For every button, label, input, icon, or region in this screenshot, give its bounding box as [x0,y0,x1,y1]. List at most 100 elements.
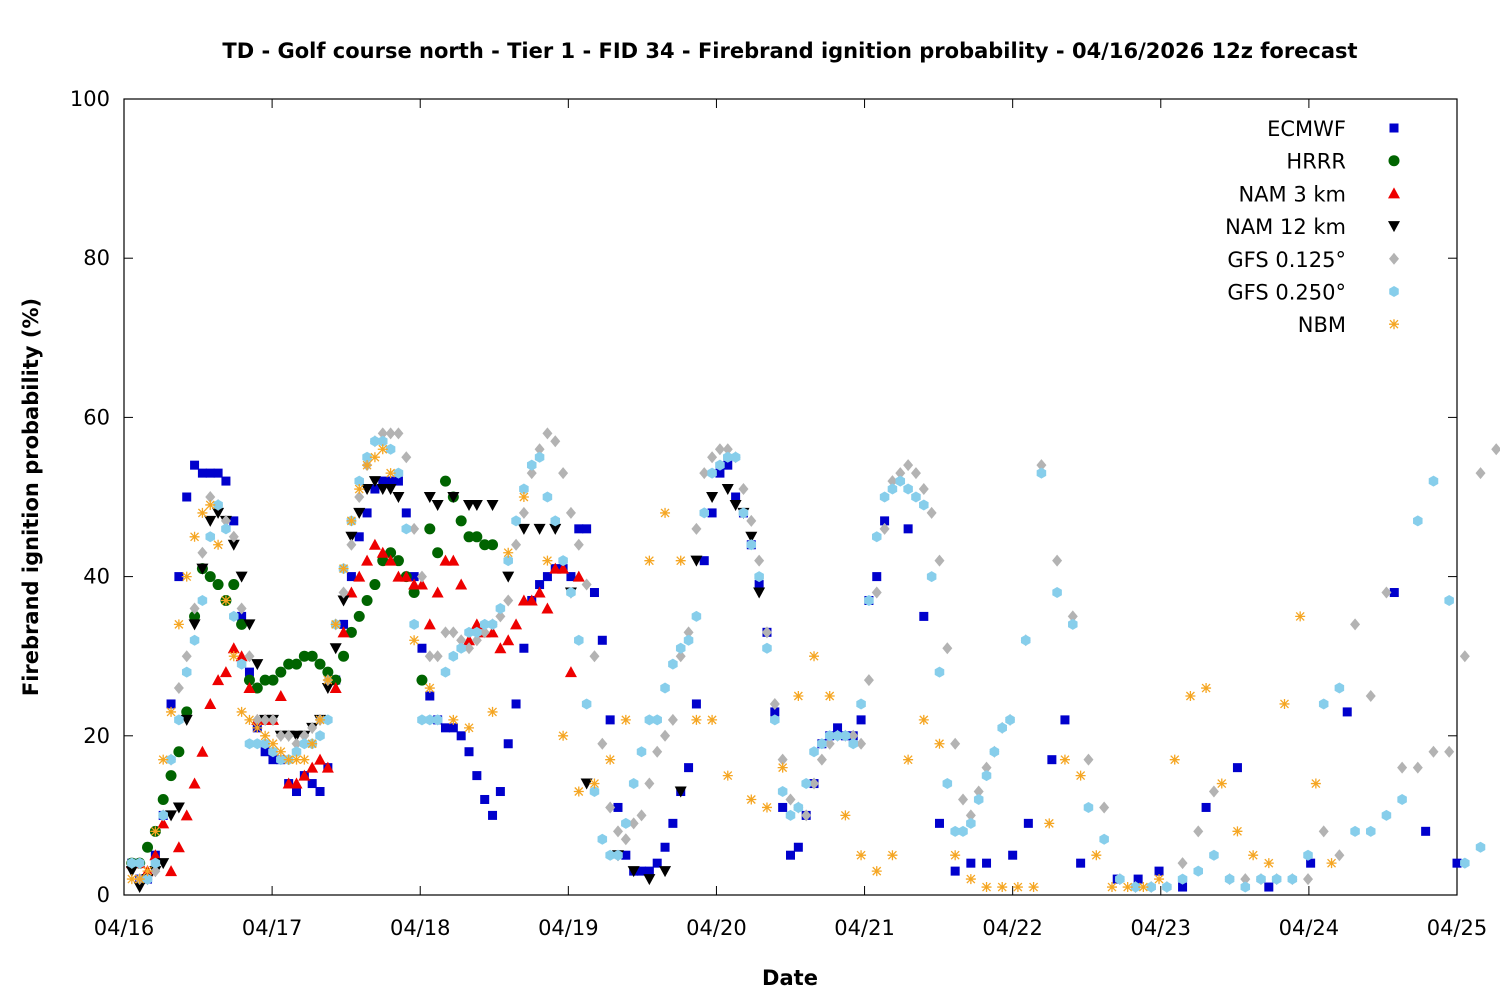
data-point [690,555,703,567]
data-point [1091,850,1102,861]
data-point [142,873,153,885]
data-point [346,538,357,551]
data-point [1154,866,1164,876]
data-point [275,729,286,742]
data-point [910,467,921,480]
data-point [298,650,310,662]
data-point [345,626,357,638]
data-point [525,594,538,606]
data-point [793,801,804,813]
data-point [315,714,326,725]
data-point [541,602,554,614]
data-point [440,723,450,733]
data-point [439,554,452,566]
legend-marker [1388,155,1400,167]
data-point [220,595,231,606]
data-point [1459,650,1470,663]
data-point [180,714,193,726]
data-point [738,483,749,496]
legend-marker [1389,252,1399,265]
data-point [643,874,656,886]
data-point [597,737,608,750]
data-point [125,866,138,878]
data-point [377,444,388,455]
data-point [1044,818,1055,829]
data-point [1208,785,1219,798]
data-point [1444,594,1454,606]
x-tick-label: 04/25 [1427,916,1488,940]
x-tick-label: 04/23 [1131,916,1192,940]
data-point [306,761,319,773]
data-point [182,492,192,502]
data-point [1177,857,1188,870]
data-point [417,714,427,726]
data-point [283,729,294,742]
data-point [1075,770,1086,781]
data-point [134,857,145,869]
data-point [384,484,397,496]
data-point [652,714,662,726]
data-point [393,467,404,479]
data-point [299,738,310,750]
data-point [127,857,137,869]
data-point [997,882,1008,893]
data-point [1083,753,1094,766]
data-point [290,730,303,742]
data-point [470,499,483,511]
data-point [1138,882,1149,893]
data-point [557,562,570,574]
data-point [283,754,294,765]
data-point [1059,754,1070,765]
data-point [699,507,710,519]
data-point [196,745,209,757]
data-point [471,634,482,647]
data-point [1193,825,1204,838]
data-point [227,642,240,654]
data-point [181,571,192,582]
data-point [456,634,467,647]
data-point [856,737,867,750]
data-point [1106,882,1117,893]
data-point [526,459,537,471]
data-point [871,531,882,543]
data-point [840,810,851,821]
data-point [172,802,185,814]
data-point [189,634,200,646]
data-point [965,809,976,822]
data-point [699,467,710,480]
data-point [260,738,270,750]
data-point [534,443,545,456]
data-point [385,443,396,455]
x-tick-label: 04/17 [242,916,303,940]
data-point [204,571,216,583]
data-point [824,691,835,701]
data-point [455,578,468,590]
data-point [942,778,953,790]
data-point [229,516,239,526]
data-point [479,626,490,639]
data-point [227,539,240,551]
y-tick-label: 100 [70,87,110,111]
data-point [228,530,239,543]
data-point [997,722,1007,734]
data-point [950,850,961,861]
data-point [1264,882,1274,892]
data-point [174,572,184,582]
data-point [252,738,263,750]
data-point [628,778,639,790]
data-point [1475,467,1486,480]
data-point [228,651,239,662]
data-point [777,786,788,798]
legend-label: GFS 0.250° [1227,281,1346,305]
data-point [746,514,757,527]
data-point [188,777,201,789]
data-point [667,713,678,726]
data-point [495,602,506,614]
data-point [1279,698,1290,709]
data-point [1421,826,1431,836]
data-point [362,460,373,471]
data-point [221,476,231,486]
data-point [1350,618,1361,631]
data-point [189,610,201,622]
data-point [472,771,482,781]
